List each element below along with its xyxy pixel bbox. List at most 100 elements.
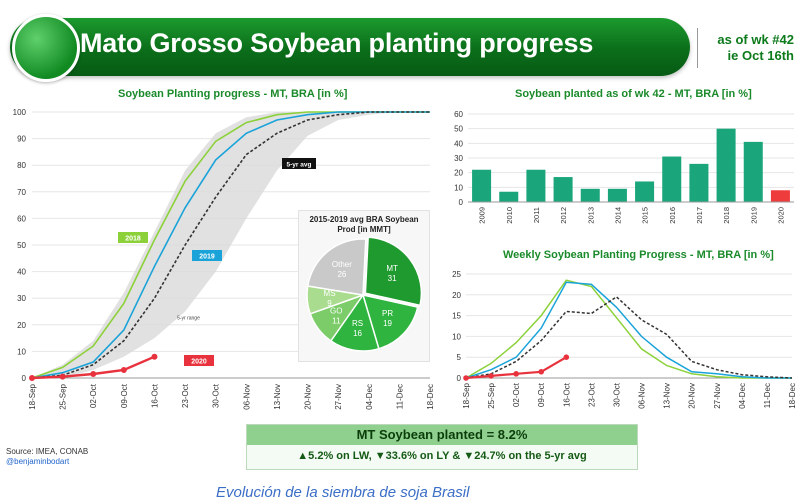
weekly-2020-point: [513, 371, 519, 377]
weekly-x-tick-09-Oct: 09-Oct: [537, 382, 546, 407]
bar-x-tick-2011: 2011: [532, 207, 541, 223]
planted-by-year-bar-chart: 0 10 20 30 40 50 60 2009 2010 2011 2012 2013 2014 201…: [454, 110, 794, 224]
pie-value-RS: 16: [353, 329, 362, 338]
title-banner: [10, 18, 690, 76]
progress-x-tick-18-Dec: 18-Dec: [426, 384, 435, 410]
bar-2011: [526, 169, 546, 202]
bar-x-tick-2014: 2014: [613, 207, 622, 224]
bar-y-tick-10: 10: [454, 183, 463, 192]
progress-x-tick-06-Nov: 06-Nov: [242, 384, 251, 410]
bar-2013: [580, 188, 600, 202]
five-year-range-label: 5-yr range: [177, 315, 200, 321]
source-text: Source: IMEA, CONAB: [6, 447, 89, 456]
legend-2018-bg: [118, 232, 148, 243]
summary-box: MT Soybean planted = 8.2% ▲5.2% on LW, ▼…: [246, 424, 638, 470]
weekly-y-tick-20: 20: [452, 291, 461, 300]
progress-y-tick-0: 0: [22, 374, 27, 383]
bar-x-tick-2010: 2010: [505, 207, 514, 224]
weekly-2020-point: [563, 354, 570, 360]
progress-x-tick-16-Oct: 16-Oct: [150, 383, 159, 408]
bar-x-tick-2019: 2019: [749, 207, 758, 224]
weekly-x-tick-30-Oct: 30-Oct: [612, 382, 621, 407]
summary-title: MT Soybean planted = 8.2%: [247, 425, 637, 445]
weekly-2020-point: [538, 368, 545, 375]
progress-y-tick-10: 10: [17, 347, 26, 356]
pie-value-MS: 9: [327, 299, 332, 308]
legend-2018: 2018: [125, 236, 141, 243]
progress-y-tick-100: 100: [13, 108, 27, 117]
page-title: Mato Grosso Soybean planting progress: [80, 28, 594, 58]
bar-2009: [472, 169, 492, 202]
bar-chart-title: Soybean planted as of wk 42 - MT, BRA [i…: [515, 88, 752, 100]
bar-y-tick-20: 20: [454, 169, 463, 178]
bar-2017: [689, 163, 709, 202]
progress-y-tick-20: 20: [17, 321, 26, 330]
mato-grosso-logo-icon: [12, 14, 80, 82]
image-caption: Evolución de la siembra de soja Brasil: [216, 484, 470, 501]
pie-value-PR: 19: [383, 319, 392, 328]
pie-label-GO: GO: [330, 306, 342, 315]
weekly-x-tick-04-Dec: 04-Dec: [738, 383, 747, 409]
author-handle: @benjaminbodart: [6, 457, 70, 466]
bar-x-tick-2013: 2013: [586, 207, 595, 224]
bar-2014: [607, 188, 627, 202]
bar-2020: [770, 190, 790, 202]
five-year-range-band: [32, 112, 430, 378]
progress-chart-title: Soybean Planting progress - MT, BRA [in …: [118, 88, 348, 100]
weekly-chart-title: Weekly Soybean Planting Progress - MT, B…: [503, 249, 774, 261]
weekly-y-tick-15: 15: [452, 312, 461, 321]
bar-x-tick-2018: 2018: [722, 207, 731, 224]
bar-y-tick-30: 30: [454, 154, 463, 163]
pie-title-text: 2015-2019 avg BRA Soybean Prod [in MMT]: [309, 215, 419, 234]
weekly-series-line-2019: [465, 281, 792, 379]
progress-y-tick-80: 80: [17, 161, 26, 170]
bar-y-tick-40: 40: [454, 139, 463, 148]
pie-label-RS: RS: [352, 319, 363, 328]
pie-value-Other: 26: [337, 270, 346, 279]
weekly-y-tick-25: 25: [452, 270, 461, 279]
weekly-x-tick-06-Nov: 06-Nov: [638, 383, 647, 409]
as-of-date: ie Oct 16th: [727, 48, 794, 63]
progress-x-tick-30-Oct: 30-Oct: [212, 383, 221, 408]
weekly-x-tick-02-Oct: 02-Oct: [512, 382, 521, 407]
as-of-week: as of wk #42: [717, 32, 794, 47]
weekly-y-tick-0: 0: [457, 374, 462, 383]
pie-title: 2015-2019 avg BRA Soybean Prod [in MMT]: [301, 215, 427, 235]
weekly-x-tick-20-Nov: 20-Nov: [688, 383, 697, 409]
progress-y-tick-30: 30: [17, 294, 26, 303]
bar-2015: [635, 181, 655, 202]
series-2020-point: [151, 353, 158, 360]
bar-x-tick-2012: 2012: [559, 207, 568, 224]
legend-5yr-avg: 5-yr avg: [287, 162, 312, 169]
progress-x-tick-04-Dec: 04-Dec: [365, 384, 374, 410]
weekly-x-tick-18-Dec: 18-Dec: [788, 383, 797, 409]
weekly-y-tick-5: 5: [457, 353, 462, 362]
weekly-2020-point: [463, 375, 469, 381]
summary-detail: ▲5.2% on LW, ▼33.6% on LY & ▼24.7% on th…: [297, 450, 587, 462]
progress-x-tick-18-Sep: 18-Sep: [28, 383, 37, 409]
header-divider: [697, 28, 698, 68]
legend-2019-bg: [192, 250, 222, 261]
bar-2018: [716, 128, 736, 202]
series-2020-point: [29, 375, 35, 381]
bar-x-tick-2020: 2020: [776, 207, 785, 224]
weekly-series-line-2018: [465, 279, 792, 379]
weekly-x-tick-25-Sep: 25-Sep: [487, 382, 496, 408]
pie-slice-PR: [361, 293, 419, 350]
bar-2012: [553, 177, 573, 202]
weekly-y-tick-10: 10: [452, 332, 461, 341]
bar-x-tick-2017: 2017: [695, 207, 704, 224]
progress-y-tick-40: 40: [17, 268, 26, 277]
progress-x-tick-13-Nov: 13-Nov: [273, 384, 282, 410]
weekly-x-tick-27-Nov: 27-Nov: [713, 383, 722, 409]
series-2020-point: [90, 371, 97, 378]
pie-label-MS: MS: [324, 289, 336, 298]
pie-value-MT: 31: [388, 274, 397, 283]
series-2020-point: [120, 367, 127, 374]
source-note: Source: IMEA, CONAB @benjaminbodart: [6, 447, 88, 467]
bar-x-tick-2016: 2016: [668, 207, 677, 224]
progress-y-tick-90: 90: [17, 135, 26, 144]
pie-label-Other: Other: [332, 260, 352, 269]
progress-y-tick-50: 50: [17, 241, 26, 250]
legend-2020-bg: [184, 355, 214, 366]
